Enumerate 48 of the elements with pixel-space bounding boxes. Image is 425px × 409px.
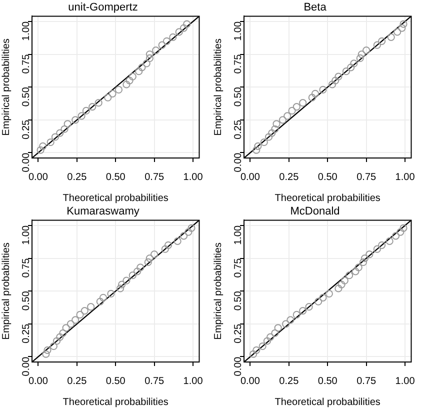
x-tick-label: 0.25 <box>67 172 88 183</box>
x-tick-label: 0.50 <box>106 172 126 183</box>
chart-title: Kumaraswamy <box>66 206 140 218</box>
chart-title: unit-Gompertz <box>68 2 138 14</box>
x-axis-title: Theoretical probabilities <box>274 396 380 408</box>
x-tick-label: 0.75 <box>356 376 376 387</box>
x-tick-label: 0.00 <box>28 376 48 387</box>
x-tick-label: 0.75 <box>356 172 376 183</box>
y-axis-title: Empirical probabilities <box>212 38 224 136</box>
x-tick-label: 0.00 <box>240 376 260 387</box>
y-tick-label: 1.00 <box>232 21 244 41</box>
x-tick-label: 0.25 <box>279 376 300 387</box>
y-tick-label: 1.00 <box>20 225 32 245</box>
chart-title: Beta <box>304 2 328 14</box>
x-tick-label: 0.00 <box>240 172 260 183</box>
chart-title: McDonald <box>290 206 340 218</box>
x-tick-label: 1.00 <box>395 376 416 387</box>
x-tick-label: 0.50 <box>318 376 338 387</box>
y-tick-label: 0.50 <box>20 86 32 107</box>
y-tick-label: 0.50 <box>20 290 32 311</box>
x-axis-title: Theoretical probabilities <box>274 192 380 204</box>
y-axis-title: Empirical probabilities <box>0 38 12 136</box>
y-tick-label: 1.00 <box>232 225 244 245</box>
y-tick-label: 0.75 <box>20 258 32 278</box>
x-tick-label: 1.00 <box>183 376 204 387</box>
x-tick-label: 0.50 <box>318 172 338 183</box>
y-tick-label: 0.75 <box>232 54 244 74</box>
y-axis-title: Empirical probabilities <box>0 242 12 340</box>
y-tick-label: 0.50 <box>232 290 244 311</box>
y-axis-title: Empirical probabilities <box>212 242 224 340</box>
y-tick-label: 0.25 <box>20 119 32 140</box>
x-tick-label: 0.50 <box>106 376 126 387</box>
x-tick-label: 1.00 <box>183 172 204 183</box>
y-tick-label: 0.25 <box>20 323 32 344</box>
y-tick-label: 0.75 <box>20 54 32 74</box>
x-tick-label: 0.75 <box>144 172 164 183</box>
x-tick-label: 0.75 <box>144 376 164 387</box>
x-tick-label: 0.00 <box>28 172 48 183</box>
y-tick-label: 1.00 <box>20 21 32 41</box>
y-tick-label: 0.25 <box>232 323 244 344</box>
x-tick-label: 0.25 <box>67 376 88 387</box>
x-tick-label: 1.00 <box>395 172 416 183</box>
x-axis-title: Theoretical probabilities <box>62 192 168 204</box>
y-tick-label: 0.75 <box>232 258 244 278</box>
x-axis-title: Theoretical probabilities <box>62 396 168 408</box>
y-tick-label: 0.25 <box>232 119 244 140</box>
y-tick-label: 0.50 <box>232 86 244 107</box>
x-tick-label: 0.25 <box>279 172 300 183</box>
